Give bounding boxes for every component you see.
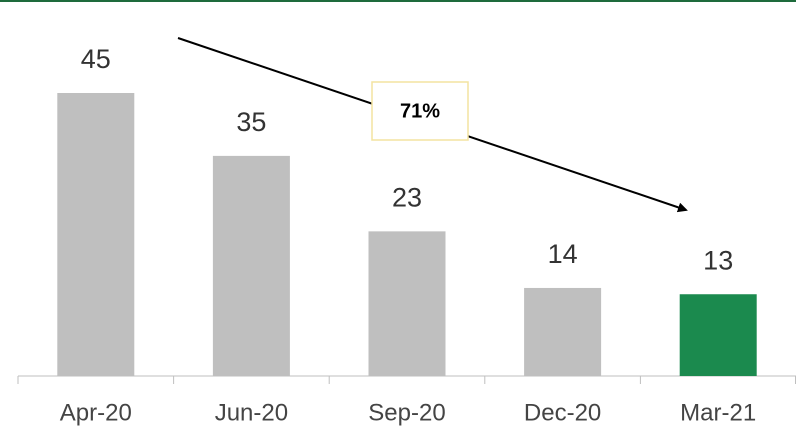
bar xyxy=(212,155,290,376)
annotation-box xyxy=(371,81,469,141)
top-rule xyxy=(0,0,796,2)
bar xyxy=(524,287,602,376)
x-tick-label: Apr-20 xyxy=(60,399,132,426)
bar xyxy=(57,93,135,376)
bar xyxy=(368,231,446,376)
x-tick-label: Mar-21 xyxy=(680,399,756,426)
x-tick-label: Dec-20 xyxy=(524,399,601,426)
value-label: 35 xyxy=(236,107,266,137)
x-tick-label: Jun-20 xyxy=(215,399,288,426)
value-label: 14 xyxy=(548,239,578,269)
value-label: 23 xyxy=(392,182,422,212)
x-tick-label: Sep-20 xyxy=(368,399,445,426)
annotation: 71% xyxy=(400,100,440,122)
bar xyxy=(679,294,757,376)
value-label: 13 xyxy=(703,245,733,275)
value-label: 45 xyxy=(81,44,111,74)
